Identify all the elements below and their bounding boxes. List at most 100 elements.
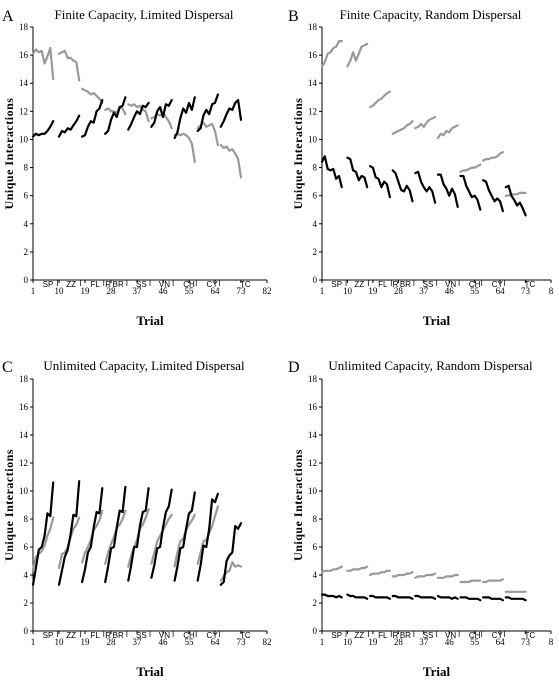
series-line-segment — [482, 151, 504, 162]
series-line-segment — [219, 98, 243, 128]
x-tick-label: 10 — [343, 637, 353, 647]
series-line-segment — [127, 487, 150, 582]
panel-label: C — [2, 359, 13, 376]
x-tick-label: 55 — [185, 286, 195, 296]
series-line-segment — [504, 596, 527, 602]
x-tick-label: 55 — [470, 286, 480, 296]
x-tick-label: 64 — [211, 286, 221, 296]
y-tick-label: 6 — [313, 191, 318, 201]
series-line-segment — [436, 594, 459, 600]
series-line-segment — [31, 516, 55, 571]
series-line-segment — [346, 593, 369, 600]
y-tick-label: 6 — [313, 542, 318, 552]
y-tick-label: 10 — [19, 486, 29, 496]
group-label: TC — [240, 280, 251, 289]
series-black — [320, 593, 527, 602]
x-tick-label: 10 — [55, 286, 65, 296]
y-tick-label: 8 — [24, 514, 29, 524]
group-label: VN — [159, 631, 170, 640]
x-tick-label: 55 — [470, 637, 480, 647]
group-label: VN — [445, 631, 456, 640]
y-tick-label: 14 — [19, 430, 29, 440]
group-label: ZZ — [354, 631, 364, 640]
series-gray — [320, 39, 527, 197]
series-line-segment — [104, 485, 127, 584]
series-line-segment — [173, 132, 196, 163]
series-line-segment — [320, 39, 343, 68]
x-tick-label: 10 — [343, 286, 353, 296]
x-tick-label: 46 — [159, 637, 169, 647]
group-label: CY — [492, 280, 504, 289]
y-tick-label: 14 — [308, 78, 318, 88]
series-line-segment — [80, 87, 104, 105]
group-label: SP — [43, 631, 54, 640]
x-tick-label: 64 — [211, 637, 221, 647]
x-tick-label: 1 — [31, 286, 36, 296]
series-line-segment — [459, 174, 482, 211]
x-tick-label: 73 — [521, 637, 531, 647]
x-tick-label: 37 — [133, 637, 143, 647]
series-line-segment — [57, 114, 81, 138]
x-tick-label: 28 — [107, 286, 117, 296]
series-black — [31, 93, 243, 140]
y-tick-label: 0 — [313, 626, 318, 636]
group-label: SP — [331, 280, 342, 289]
series-line-segment — [80, 487, 104, 584]
x-tick-label: 10 — [55, 637, 65, 647]
x-tick-label: 64 — [496, 286, 506, 296]
series-line-segment — [173, 491, 196, 582]
series-line-segment — [173, 96, 196, 140]
series-line-segment — [459, 596, 482, 602]
y-tick-label: 8 — [24, 163, 29, 173]
y-tick-label: 18 — [19, 22, 29, 32]
series-line-segment — [391, 571, 414, 578]
series-line-segment — [436, 124, 459, 140]
group-label: FL — [378, 280, 388, 289]
group-label: TC — [524, 280, 535, 289]
group-label: FL — [90, 280, 100, 289]
series-line-segment — [436, 573, 459, 579]
series-line-segment — [57, 49, 81, 82]
chart-title: Finite Capacity, Limited Dispersal — [55, 7, 234, 22]
group-label: FL — [90, 631, 100, 640]
group-label: CH — [183, 280, 195, 289]
group-label: CY — [492, 631, 504, 640]
group-label: ZZ — [354, 280, 364, 289]
x-tick-label: 82 — [263, 286, 272, 296]
group-label: BR — [400, 631, 411, 640]
x-tick-label: 1 — [320, 286, 325, 296]
y-tick-label: 8 — [313, 514, 318, 524]
series-line-segment — [320, 593, 343, 599]
x-tick-label: 37 — [133, 286, 143, 296]
group-label: ZZ — [66, 631, 76, 640]
y-tick-label: 10 — [308, 134, 318, 144]
series-line-segment — [219, 522, 243, 586]
series-black — [31, 480, 243, 586]
x-tick-label: 8 — [549, 286, 554, 296]
y-tick-label: 0 — [313, 275, 318, 285]
x-tick-label: 64 — [496, 637, 506, 647]
x-tick-label: 28 — [394, 286, 404, 296]
group-label: VN — [445, 280, 456, 289]
series-line-segment — [346, 42, 369, 68]
panel-label: D — [288, 359, 300, 376]
series-line-segment — [127, 101, 150, 131]
group-label: CH — [469, 631, 481, 640]
series-line-segment — [414, 594, 437, 600]
series-line-segment — [150, 98, 173, 128]
chart-panel-c: C Unlimited Capacity, Limited Dispersal 0 2… — [2, 358, 272, 679]
series-line-segment — [320, 155, 343, 189]
series-line-segment — [414, 572, 437, 579]
y-axis-label: Unique Interactions — [291, 449, 305, 561]
series-gray — [320, 565, 527, 593]
y-tick-label: 14 — [308, 430, 318, 440]
series-line-segment — [320, 565, 343, 574]
x-tick-label: 37 — [419, 286, 429, 296]
y-tick-label: 4 — [313, 570, 318, 580]
x-tick-label: 73 — [237, 637, 247, 647]
series-line-segment — [504, 184, 527, 217]
y-tick-label: 16 — [19, 402, 29, 412]
series-line-segment — [459, 579, 482, 584]
group-label: R — [105, 631, 111, 640]
series-line-segment — [369, 165, 391, 199]
